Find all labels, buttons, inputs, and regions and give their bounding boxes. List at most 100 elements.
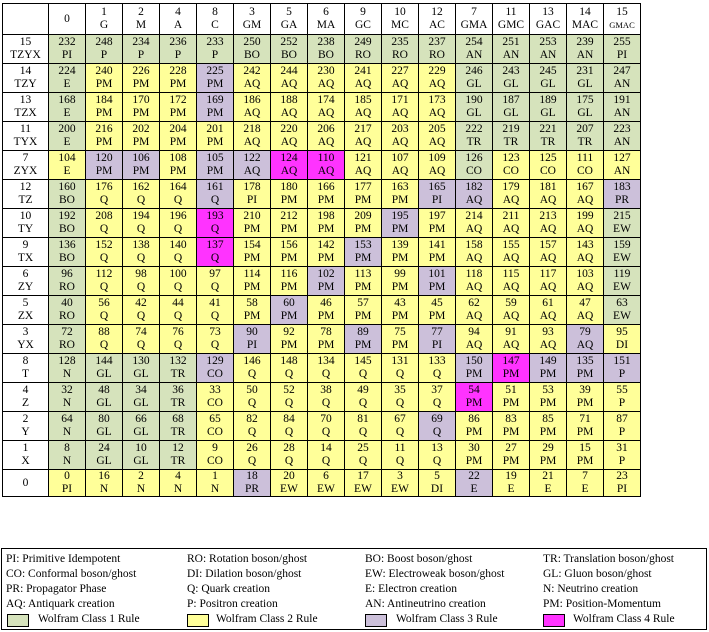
rule-label: CO (207, 397, 223, 409)
rule-cell: 94 AQ (455, 324, 493, 354)
rule-cell: 251 AN (492, 34, 530, 64)
rule-label: PM (354, 339, 372, 351)
rule-label: PM (391, 252, 409, 264)
rule-cell: 237 RO (418, 34, 456, 64)
rule-number: 91 (505, 326, 517, 338)
rule-number: 242 (243, 65, 261, 77)
rule-label: AQ (539, 223, 557, 235)
rule-cell: 64 N (48, 411, 86, 441)
rule-number: 153 (354, 239, 372, 251)
rule-number: 19 (505, 470, 517, 483)
rule-cell: 135 PM (566, 353, 604, 383)
rule-cell: 189 GL (529, 92, 567, 122)
rule-cell: 65 CO (196, 411, 234, 441)
rule-number: 79 (579, 326, 591, 338)
rule-number: 7 (582, 470, 588, 483)
rule-cell: 105 PM (196, 150, 234, 180)
rule-label: Q (136, 223, 146, 235)
rule-cell: 255 PI (603, 34, 641, 64)
legend-aq: AQ: Antiquark creation (6, 598, 115, 610)
rule-cell: 61 AQ (529, 295, 567, 325)
row-code: TY (17, 223, 34, 235)
rule-cell: 163 PM (381, 179, 419, 209)
rule-cell: 208 Q (85, 208, 123, 238)
rule-cell: 153 PM (344, 237, 382, 267)
rule-cell: 118 AQ (455, 266, 493, 296)
rule-label: GL (96, 397, 112, 409)
rule-number: 193 (206, 210, 224, 222)
rule-label: PM (391, 310, 409, 322)
legend-bo: BO: Boost boson/ghost (365, 553, 473, 565)
table-row: 4 Z 32 N 48 GL 34 GL 36 TR 33 CO 50 Q 52 Q 38 Q 49 Q 35 Q 37 Q 5… (2, 382, 641, 412)
rule-number: 95 (616, 326, 628, 338)
rule-cell: 188 AQ (270, 92, 308, 122)
rule-label: N (173, 483, 183, 495)
rule-label: EW (613, 281, 631, 293)
rule-label: P (174, 49, 182, 61)
rule-cell: 222 TR (455, 121, 493, 151)
column-code: MA (316, 19, 336, 31)
rule-number: 89 (357, 326, 369, 338)
rule-number: 78 (320, 326, 332, 338)
rule-number: 179 (502, 181, 520, 193)
rule-cell: 213 AQ (529, 208, 567, 238)
rule-cell: 176 Q (85, 179, 123, 209)
rule-label: TR (503, 136, 519, 148)
rule-label: PM (132, 107, 150, 119)
column-number: 5 (286, 6, 292, 18)
rule-number: 38 (320, 384, 332, 396)
rule-cell: 23 PI (603, 469, 641, 497)
rule-number: 22 (468, 470, 480, 483)
rule-number: 111 (576, 152, 594, 164)
rule-label: Q (358, 455, 368, 467)
table-row: 1 X 8 N 24 GL 10 GL 12 TR 9 CO 26 Q 28 Q 14 Q 25 Q 11 Q 13 Q 30 P… (2, 440, 641, 470)
rule-cell: 192 BO (48, 208, 86, 238)
row-number: 15 (19, 36, 32, 48)
row-number: 1 (22, 442, 29, 454)
rule-label: AQ (354, 136, 372, 148)
rule-cell: 195 PM (381, 208, 419, 238)
rule-label: DI (430, 483, 444, 495)
rule-label: Q (247, 455, 257, 467)
rule-cell: 41 Q (196, 295, 234, 325)
rule-number: 47 (579, 297, 591, 309)
rule-label: Q (284, 455, 294, 467)
row-header: 10 TY (2, 208, 49, 238)
rule-label: Q (173, 310, 183, 322)
rule-number: 62 (468, 297, 480, 309)
rule-number: 5 (434, 470, 440, 483)
rule-label: Q (284, 368, 294, 380)
rule-label: AQ (243, 78, 261, 90)
rule-number: 118 (465, 268, 483, 280)
rule-number: 48 (98, 384, 110, 396)
rule-cell: 128 N (48, 353, 86, 383)
class2-swatch (187, 614, 209, 627)
rule-cell: 79 AQ (566, 324, 604, 354)
rule-cell: 164 Q (159, 179, 197, 209)
rule-label: E (63, 165, 71, 177)
rule-number: 240 (95, 65, 113, 77)
rule-cell: 60 PM (270, 295, 308, 325)
rule-number: 199 (576, 210, 594, 222)
rule-cell: 238 BO (307, 34, 345, 64)
rule-label: PM (169, 107, 187, 119)
row-code: TX (17, 252, 34, 264)
rule-label: AQ (576, 223, 594, 235)
rule-number: 241 (354, 65, 372, 77)
rule-number: 71 (579, 413, 591, 425)
rule-cell: 88 Q (85, 324, 123, 354)
rule-number: 100 (169, 268, 187, 280)
rule-number: 156 (280, 239, 298, 251)
rule-label: RO (59, 339, 75, 351)
rule-cell: 244 AQ (270, 63, 308, 93)
rule-cell: 39 PM (566, 382, 604, 412)
rule-number: 228 (169, 65, 187, 77)
row-number: 4 (22, 384, 29, 396)
rule-cell: 173 AQ (418, 92, 456, 122)
row-code: ZY (17, 281, 34, 293)
rule-label: Q (136, 194, 146, 206)
rule-number: 3 (397, 470, 403, 483)
column-header: 3 GM (233, 3, 271, 35)
rule-label: AN (576, 49, 594, 61)
